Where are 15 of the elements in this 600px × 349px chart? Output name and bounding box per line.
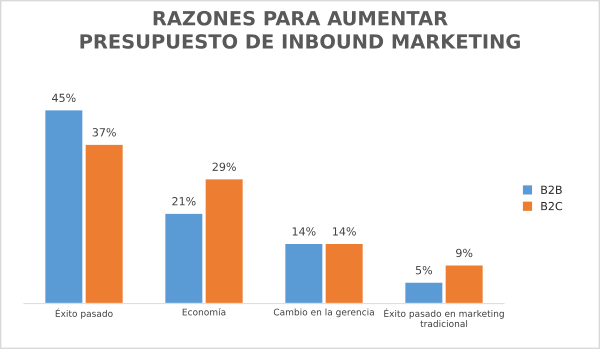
- data-label: 9%: [456, 248, 472, 258]
- x-tick-label: Éxito pasado en marketing tradicional: [384, 308, 504, 328]
- data-label: 45%: [52, 94, 76, 102]
- data-label: 29%: [212, 162, 236, 171]
- data-label: 14%: [292, 227, 316, 236]
- data-label: 37%: [92, 128, 116, 136]
- x-tick-label: Éxito pasado: [56, 308, 113, 319]
- legend-label: B2B: [541, 186, 562, 194]
- x-tick-label: Cambio en la gerencia: [274, 308, 374, 318]
- data-label: 5%: [416, 266, 432, 274]
- chart-title: RAZONES PARA AUMENTAR PRESUPUESTO DE INBOUND MARKETING: [80, 10, 520, 49]
- x-tick-label: Economía: [182, 308, 226, 316]
- legend-label: B2C: [541, 202, 562, 210]
- data-label: 21%: [172, 197, 196, 206]
- data-label: 14%: [333, 227, 356, 236]
